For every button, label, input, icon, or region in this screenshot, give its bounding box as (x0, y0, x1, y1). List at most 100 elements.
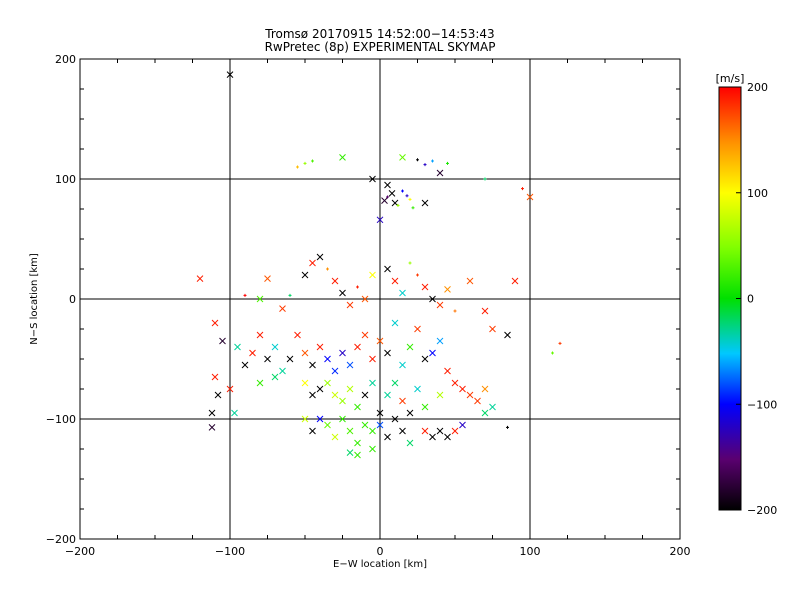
x-tick-label: 200 (670, 545, 691, 558)
data-point (339, 349, 346, 357)
chart-subtitle: RwPretec (8p) EXPERIMENTAL SKYMAP (265, 40, 496, 54)
point-stroke (226, 71, 234, 78)
point-stroke (286, 355, 294, 363)
data-point (331, 391, 339, 399)
data-point (489, 403, 496, 411)
data-point (211, 319, 219, 327)
point-stroke (301, 379, 309, 387)
data-point (421, 427, 429, 435)
data-point (208, 424, 216, 431)
data-point (214, 391, 222, 399)
y-tick-label: 100 (55, 173, 76, 186)
point-stroke (399, 154, 406, 161)
point-stroke (436, 301, 444, 309)
data-point (381, 197, 388, 204)
point-stroke (256, 379, 264, 387)
data-point (436, 169, 444, 177)
point-stroke (526, 193, 534, 201)
data-point (309, 391, 316, 399)
point-stroke (316, 343, 324, 351)
data-point (451, 379, 459, 387)
data-point (414, 325, 421, 333)
point-stroke (399, 427, 406, 435)
data-point (481, 385, 489, 393)
data-point (301, 271, 309, 279)
data-point (376, 216, 384, 224)
data-point (391, 415, 399, 423)
data-point (466, 277, 474, 285)
data-point (331, 277, 339, 285)
data-point (294, 331, 301, 339)
data-point (256, 379, 264, 387)
x-tick-label: 100 (520, 545, 541, 558)
data-point (506, 425, 509, 429)
point-stroke (331, 391, 339, 399)
data-point (331, 367, 339, 375)
point-stroke (346, 301, 354, 309)
data-point (301, 349, 309, 357)
colorbar-tick-label: −100 (747, 398, 777, 411)
point-stroke (369, 445, 376, 453)
data-point (311, 159, 314, 163)
point-stroke (489, 403, 496, 411)
data-point (369, 379, 376, 387)
point-stroke (226, 385, 234, 393)
point-stroke (324, 379, 331, 387)
point-stroke (339, 154, 346, 161)
point-stroke (399, 289, 406, 297)
point-stroke (466, 391, 474, 399)
x-tick-label: −200 (65, 545, 95, 558)
point-stroke (264, 275, 271, 282)
data-point (361, 331, 369, 339)
data-point (208, 409, 216, 417)
data-point (446, 161, 449, 165)
data-point (316, 385, 324, 393)
data-point (406, 409, 414, 417)
point-stroke (481, 307, 489, 315)
data-point (309, 427, 316, 435)
data-point (234, 343, 241, 351)
data-points (196, 71, 562, 459)
data-point (436, 301, 444, 309)
point-stroke (421, 283, 429, 291)
data-point (369, 175, 376, 183)
point-stroke (429, 433, 436, 441)
data-point (401, 189, 404, 193)
point-stroke (316, 415, 324, 423)
point-stroke (376, 216, 384, 224)
point-stroke (354, 343, 361, 351)
point-stroke (346, 449, 354, 456)
data-point (453, 309, 457, 313)
point-stroke (324, 355, 331, 363)
data-point (211, 373, 219, 381)
data-point (296, 165, 299, 169)
data-point (316, 253, 324, 261)
data-point (271, 343, 279, 351)
data-point (504, 331, 511, 339)
colorbar-tick-label: 200 (747, 81, 768, 94)
data-point (256, 295, 264, 303)
data-point (526, 193, 534, 201)
point-stroke (219, 337, 226, 345)
data-point (226, 71, 234, 78)
data-point (331, 433, 339, 441)
point-stroke (384, 433, 391, 441)
point-stroke (466, 277, 474, 285)
point-stroke (331, 433, 339, 441)
y-tick-label: −200 (46, 533, 76, 546)
data-point (324, 379, 331, 387)
point-stroke (381, 197, 388, 204)
point-stroke (391, 277, 399, 285)
point-stroke (346, 361, 354, 369)
point-stroke (339, 349, 346, 357)
data-point (324, 421, 331, 429)
data-point (384, 433, 391, 441)
data-point (346, 301, 354, 309)
point-stroke (369, 271, 376, 279)
data-point (405, 194, 409, 198)
data-point (421, 199, 429, 207)
point-stroke (399, 361, 406, 369)
data-point (474, 397, 481, 405)
data-point (369, 355, 376, 363)
data-point (399, 397, 406, 405)
